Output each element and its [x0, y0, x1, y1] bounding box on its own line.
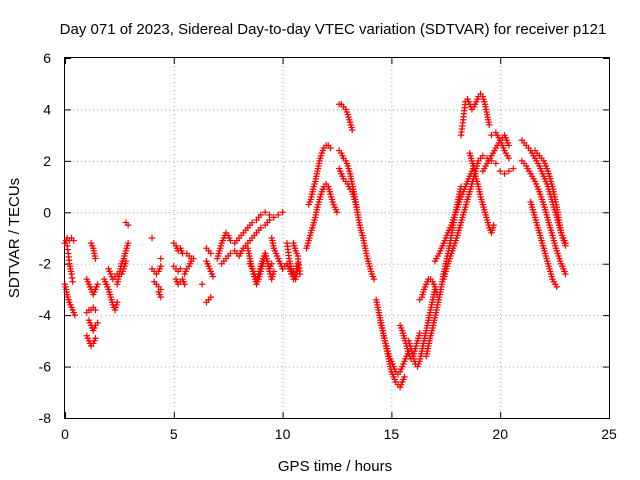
plot-frame — [64, 57, 610, 419]
data-point — [562, 239, 569, 247]
data-point — [353, 203, 360, 211]
data-point — [270, 268, 278, 275]
x-tick-label: 15 — [384, 426, 400, 442]
data-point — [501, 170, 508, 177]
y-tick-label: 2 — [43, 153, 51, 169]
x-tick-label: 10 — [275, 426, 291, 442]
y-tick-label: -8 — [39, 410, 52, 426]
data-point — [553, 283, 560, 291]
data-point — [92, 335, 99, 342]
data-point — [510, 165, 517, 172]
data-point — [486, 121, 493, 129]
data-point — [370, 275, 378, 283]
data-point — [122, 257, 130, 265]
x-tick-label: 20 — [492, 426, 508, 442]
data-point — [148, 234, 156, 242]
data-point — [270, 214, 278, 221]
data-point — [94, 281, 101, 288]
data-point — [505, 142, 513, 149]
data-point — [227, 237, 234, 244]
data-point — [124, 239, 132, 247]
x-axis-label: GPS time / hours — [278, 458, 392, 475]
data-point — [261, 209, 269, 216]
y-tick-label: -2 — [39, 256, 52, 272]
data-point — [266, 216, 273, 224]
data-point — [416, 329, 423, 337]
data-point — [279, 209, 286, 216]
data-point — [94, 319, 101, 327]
data-point — [92, 255, 99, 262]
y-tick-label: 4 — [43, 101, 51, 117]
x-tick-labels: 0 5 10 15 20 25 — [61, 426, 617, 442]
x-tick-label: 0 — [61, 426, 69, 442]
data-point — [268, 260, 275, 267]
data-point — [349, 126, 356, 134]
y-tick-label: 6 — [43, 50, 51, 66]
data-point — [71, 311, 78, 319]
data-point — [114, 299, 121, 306]
chart-title: Day 071 of 2023, Sidereal Day-to-day VTE… — [60, 21, 607, 38]
data-point — [207, 250, 214, 257]
data-point — [327, 144, 334, 152]
data-point — [257, 211, 265, 219]
data-point — [157, 255, 164, 262]
data-point — [198, 281, 206, 288]
data-point — [333, 209, 341, 216]
data-point — [490, 221, 497, 229]
data-point — [188, 255, 195, 262]
data-point — [275, 211, 282, 219]
data-point — [157, 263, 164, 270]
y-tick-labels: -8 -6 -4 -2 0 2 4 6 — [39, 50, 52, 426]
data-point — [209, 273, 217, 280]
axis-ticks — [65, 58, 610, 419]
data-point — [207, 293, 214, 301]
data-point — [505, 167, 513, 175]
y-tick-label: -6 — [39, 359, 52, 375]
data-point — [257, 224, 265, 231]
data-point — [69, 278, 76, 285]
grid — [65, 58, 609, 418]
data-point — [157, 293, 164, 301]
data-point — [70, 237, 77, 244]
y-axis-label: SDTVAR / TECUs — [6, 178, 23, 298]
data-point — [401, 373, 408, 381]
data-point — [296, 270, 304, 278]
data-point — [488, 131, 495, 139]
data-point — [227, 250, 234, 257]
data-points — [61, 90, 569, 391]
y-tick-label: 0 — [43, 204, 51, 220]
data-point — [505, 155, 513, 162]
data-point — [124, 221, 132, 229]
data-point — [562, 270, 569, 278]
x-tick-label: 5 — [170, 426, 178, 442]
data-point — [497, 167, 504, 175]
data-point — [177, 265, 184, 273]
data-point — [492, 160, 500, 167]
data-point — [181, 281, 188, 288]
x-tick-label: 25 — [601, 426, 617, 442]
data-point — [479, 152, 486, 159]
data-point — [248, 219, 256, 226]
data-point — [92, 306, 99, 314]
y-tick-label: -4 — [39, 307, 52, 323]
